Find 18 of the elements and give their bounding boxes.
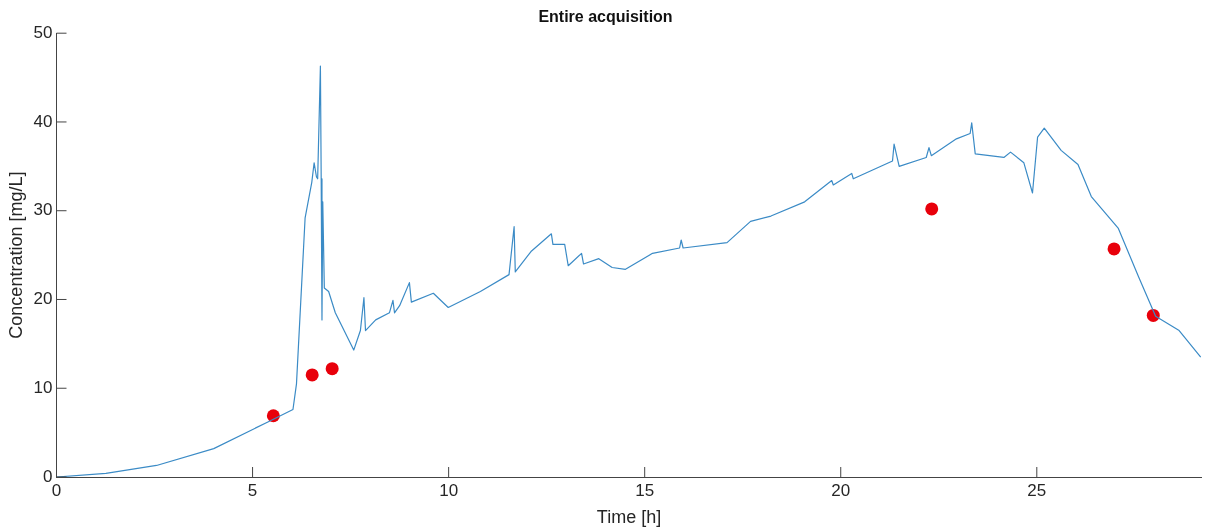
point: [1107, 242, 1121, 256]
y-tick-label: 50: [33, 22, 53, 42]
y-tick-label: 30: [33, 200, 53, 220]
x-tick-label: 25: [1027, 480, 1047, 500]
y-tick-label: 10: [33, 377, 53, 397]
x-tick-label: 15: [635, 480, 655, 500]
x-axis-title: Time [h]: [596, 507, 662, 528]
point: [925, 202, 939, 216]
x-tick-label: 5: [247, 480, 258, 500]
y-tick-label: 0: [43, 466, 53, 486]
point: [305, 368, 319, 382]
chart-title: Entire acquisition: [538, 8, 673, 26]
y-tick-label: 20: [33, 289, 53, 309]
point: [325, 362, 339, 376]
y-tick-label: 40: [33, 111, 53, 131]
x-tick-label: 10: [439, 480, 459, 500]
y-axis-title: Concentration [mg/L]: [5, 171, 26, 339]
x-tick-label: 20: [831, 480, 851, 500]
